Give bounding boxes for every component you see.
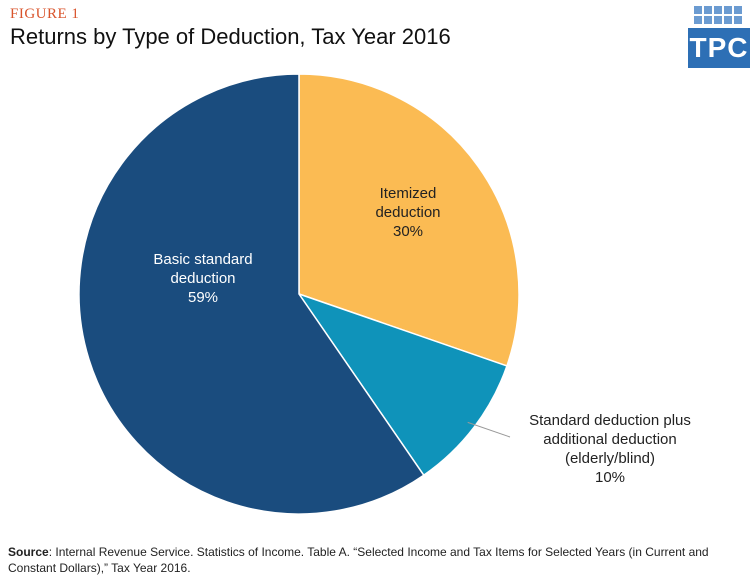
chart-title: Returns by Type of Deduction, Tax Year 2… — [10, 24, 451, 49]
source-text: : Internal Revenue Service. Statistics o… — [8, 545, 709, 575]
slice-label: Basic standard — [153, 251, 252, 268]
logo-grid-icon — [694, 6, 744, 26]
source-note: Source: Internal Revenue Service. Statis… — [8, 544, 748, 576]
pie-slice — [298, 73, 520, 367]
pie-slice — [297, 292, 508, 477]
slice-value-label: 10% — [595, 469, 625, 486]
slice-label: Itemized — [380, 185, 437, 202]
leader-line — [467, 421, 511, 438]
slice-label: deduction — [170, 270, 235, 287]
slice-label: Standard deduction plus — [529, 412, 691, 429]
source-label: Source — [8, 545, 49, 559]
slice-label: deduction — [375, 204, 440, 221]
tpc-logo: TPC — [688, 6, 750, 68]
logo-text: TPC — [688, 28, 750, 68]
pie-slice — [78, 73, 425, 515]
slice-value-label: 30% — [393, 223, 423, 240]
pie-chart: Itemized deduction 30% Standard deduction p… — [78, 73, 691, 515]
slice-value-label: 59% — [188, 289, 218, 306]
figure-label: FIGURE 1 — [10, 6, 80, 22]
slice-label: additional deduction — [543, 431, 676, 448]
slice-label: (elderly/blind) — [565, 450, 655, 467]
